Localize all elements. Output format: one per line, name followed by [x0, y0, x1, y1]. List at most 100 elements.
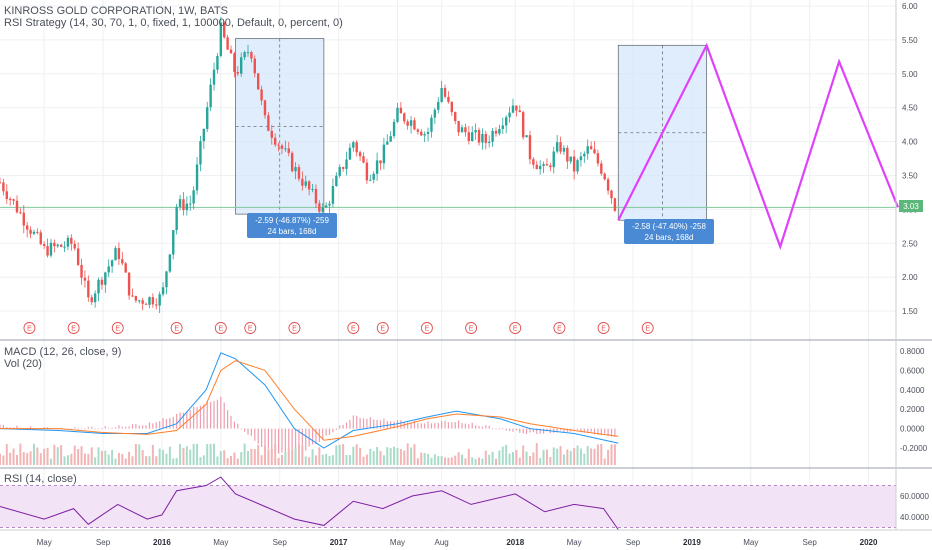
earnings-marker[interactable]: E — [597, 322, 610, 334]
candle-body — [566, 147, 569, 162]
candle-body — [263, 100, 267, 116]
macd-tick: 0.8000 — [900, 347, 925, 356]
macd-hist-bar — [94, 428, 96, 430]
volume-bar — [138, 444, 141, 465]
earnings-marker[interactable]: E — [23, 322, 36, 334]
zigzag-projection[interactable] — [617, 42, 900, 251]
macd-hist-bar — [328, 428, 331, 435]
macd-hist-bar — [508, 428, 511, 432]
macd-hist-bar — [593, 428, 596, 435]
macd-hist-bar — [298, 428, 300, 455]
macd-hist-bar — [519, 428, 521, 433]
candle-body — [409, 120, 413, 126]
candle-body — [110, 260, 114, 267]
volume-bar — [172, 458, 175, 465]
macd-hist-bar — [97, 428, 100, 430]
time-axis[interactable]: May Sep 2016 May Sep 2017 May Aug 2018 May Sep 2019… — [37, 538, 878, 547]
macd-hist-bar — [407, 422, 409, 429]
rsi-legend[interactable]: RSI (14, close) — [4, 473, 77, 485]
candle-body — [525, 135, 528, 138]
volume-bar — [600, 443, 603, 465]
macd-histogram — [0, 396, 616, 458]
macd-axis[interactable]: 0.8000 0.6000 0.4000 0.2000 0.0000 -0.2000 — [900, 347, 928, 453]
volume-bar — [321, 454, 324, 465]
macd-hist-bar — [254, 428, 256, 441]
vol-legend[interactable]: Vol (20) — [4, 358, 42, 370]
candle-body — [355, 142, 358, 153]
volume-bar — [56, 447, 59, 465]
candle-body — [596, 153, 600, 164]
volume-bar — [104, 450, 107, 465]
candle-body — [253, 58, 256, 74]
candle-body — [70, 237, 73, 244]
volume-bar — [19, 443, 22, 465]
macd-hist-bar — [461, 422, 463, 429]
volume-bar — [274, 443, 277, 465]
macd-hist-bar — [454, 422, 456, 429]
measure-label-1[interactable]: -2.59 (-46.87%) -259 24 bars, 168d — [247, 213, 337, 238]
macd-hist-bar — [607, 428, 609, 437]
macd-hist-bar — [6, 427, 8, 429]
earnings-marker[interactable]: E — [465, 322, 478, 334]
volume-bar — [457, 452, 460, 465]
earnings-marker[interactable]: E — [641, 322, 654, 334]
macd-hist-bar — [176, 413, 178, 429]
macd-legend[interactable]: MACD (12, 26, close, 9) — [4, 346, 121, 358]
volume-bar — [474, 458, 477, 465]
earnings-marker[interactable]: E — [244, 322, 257, 334]
earnings-marker[interactable]: E — [67, 322, 80, 334]
earnings-marker[interactable]: E — [420, 322, 433, 334]
volume-bar — [338, 444, 341, 465]
volume-bar — [100, 450, 103, 465]
candle-body — [589, 146, 593, 150]
candle-body — [76, 248, 80, 265]
volume-bar — [46, 447, 49, 465]
chart-title: KINROSS GOLD CORPORATION, 1W, BATS — [4, 5, 228, 17]
macd-hist-bar — [373, 419, 375, 429]
candle-body — [104, 272, 107, 285]
volume-bar — [49, 458, 52, 465]
earnings-marker[interactable]: E — [509, 322, 522, 334]
macd-hist-bar — [539, 428, 541, 434]
earnings-marker[interactable]: E — [347, 322, 360, 334]
candle-body — [396, 107, 399, 122]
macd-hist-bar — [57, 428, 59, 430]
volume-bar — [376, 447, 379, 465]
volume-bar — [410, 447, 413, 465]
macd-hist-bar — [610, 428, 613, 437]
measure-label-2[interactable]: -2.58 (-47.40%) -258 24 bars, 168d — [624, 219, 714, 244]
candle-body — [515, 105, 518, 111]
volume-bar — [416, 458, 419, 465]
candle-body — [460, 127, 464, 133]
candle-body — [399, 107, 403, 114]
earnings-marker[interactable]: E — [170, 322, 183, 334]
macd-hist-bar — [311, 428, 314, 445]
macd-hist-bar — [125, 426, 127, 429]
earnings-marker[interactable]: E — [288, 322, 301, 334]
measure-box-1[interactable] — [235, 38, 325, 215]
candle-body — [83, 277, 87, 281]
macd-hist-bar — [131, 424, 134, 429]
candle-body — [474, 129, 477, 133]
time-tick: May — [743, 538, 758, 547]
volume-bar — [355, 444, 358, 465]
price-tick: 6.00 — [902, 2, 918, 11]
volume-bar — [413, 444, 416, 465]
earnings-marker[interactable]: E — [553, 322, 566, 334]
macd-hist-bar — [403, 422, 405, 429]
strategy-legend[interactable]: RSI Strategy (14, 30, 70, 1, 0, fixed, 1… — [4, 17, 343, 29]
macd-hist-bar — [227, 410, 229, 429]
measure-2-change: -2.58 (-47.40%) -258 — [632, 222, 706, 231]
volume-bar — [134, 444, 137, 465]
candle-body — [168, 254, 172, 272]
time-tick: May — [37, 538, 52, 547]
rsi-axis[interactable]: 60.0000 40.0000 — [900, 492, 929, 522]
macd-hist-bar — [481, 426, 484, 429]
earnings-marker[interactable]: E — [376, 322, 389, 334]
earnings-marker[interactable]: E — [214, 322, 227, 334]
macd-hist-bar — [213, 400, 215, 429]
earnings-marker[interactable]: E — [111, 322, 124, 334]
volume-bar — [427, 454, 430, 465]
